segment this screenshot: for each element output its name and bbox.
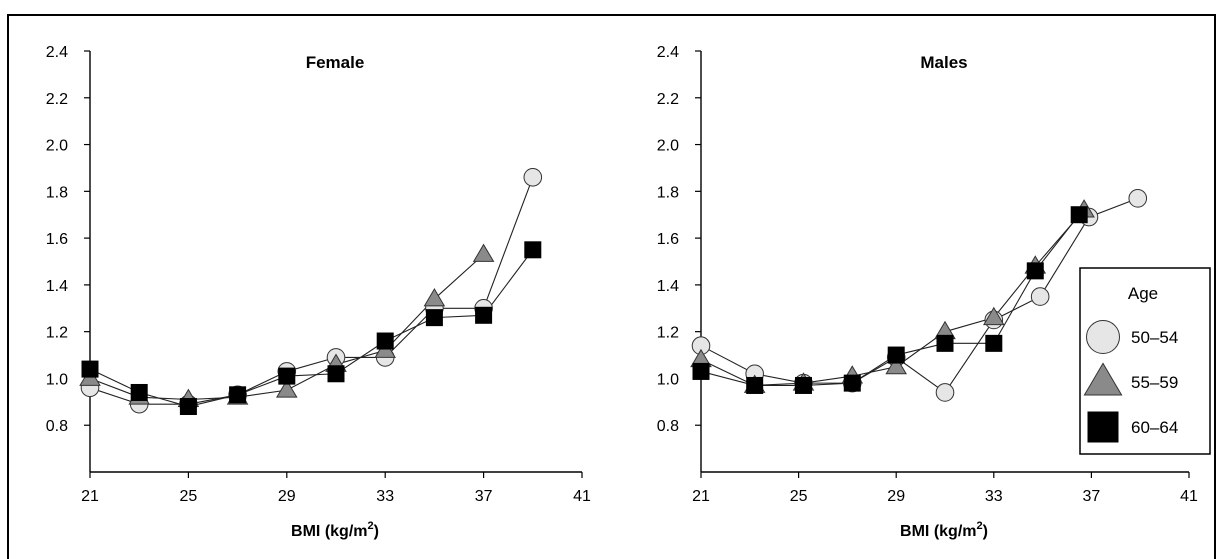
y-tick-label: 1.4 bbox=[46, 278, 68, 295]
data-point-square bbox=[229, 386, 247, 404]
x-axis-label: BMI (kg/m2) bbox=[900, 520, 988, 540]
x-tick-label: 33 bbox=[376, 488, 394, 505]
data-point-square bbox=[376, 332, 394, 350]
data-point-square bbox=[475, 306, 493, 324]
legend-items: 50–54 55–59 60–64 bbox=[1083, 320, 1178, 443]
x-tick-label: 41 bbox=[573, 488, 591, 505]
data-point-square bbox=[425, 309, 443, 327]
y-tick-label: 0.8 bbox=[46, 418, 68, 435]
males-chart: 0.8 1.0 1.2 1.4 1.6 1.8 2.0 2.2 2.4 21 25 29 33 37 41 M… bbox=[657, 44, 1198, 540]
legend-marker-square bbox=[1087, 411, 1119, 443]
y-tick-label: 1.8 bbox=[46, 184, 68, 201]
data-point-triangle bbox=[472, 243, 495, 262]
x-tick-label: 29 bbox=[887, 488, 905, 505]
x-tick-label: 25 bbox=[180, 488, 198, 505]
data-point-triangle bbox=[983, 306, 1005, 326]
data-point-square bbox=[1026, 262, 1044, 280]
series-line-square bbox=[89, 249, 534, 408]
series-line-circle bbox=[700, 197, 1138, 394]
data-point-square bbox=[179, 398, 197, 416]
x-tick-label: 37 bbox=[475, 488, 493, 505]
data-point-square bbox=[936, 334, 954, 352]
legend-title: Age bbox=[1128, 284, 1158, 303]
y-tick-label: 1.0 bbox=[657, 371, 679, 388]
x-tick-label: 29 bbox=[278, 488, 296, 505]
y-tick-label: 2.4 bbox=[657, 44, 679, 61]
legend-marker-circle bbox=[1086, 320, 1120, 354]
figure-frame bbox=[7, 14, 1216, 559]
data-point-triangle bbox=[423, 288, 446, 307]
data-point-square bbox=[327, 365, 345, 383]
y-tick-label: 1.6 bbox=[46, 231, 68, 248]
x-tick-label: 37 bbox=[1083, 488, 1101, 505]
data-point-square bbox=[843, 374, 861, 392]
data-point-square bbox=[794, 376, 812, 394]
x-tick-label: 41 bbox=[1180, 488, 1198, 505]
legend-label: 60–64 bbox=[1131, 418, 1178, 437]
data-point-triangle bbox=[276, 379, 298, 398]
data-point-circle bbox=[935, 383, 955, 402]
y-tick-label: 2.0 bbox=[657, 138, 679, 155]
chart-title: Males bbox=[920, 53, 967, 72]
data-point-circle bbox=[1128, 189, 1148, 208]
y-tick-label: 2.0 bbox=[46, 138, 68, 155]
y-tick-label: 0.8 bbox=[657, 418, 679, 435]
x-tick-label: 33 bbox=[985, 488, 1003, 505]
x-tick-label: 21 bbox=[692, 488, 710, 505]
legend-label: 55–59 bbox=[1131, 373, 1178, 392]
data-point-square bbox=[81, 360, 99, 378]
y-tick-label: 1.8 bbox=[657, 184, 679, 201]
data-point-square bbox=[278, 367, 296, 385]
y-tick-label: 1.2 bbox=[657, 325, 679, 342]
y-tick-label: 1.0 bbox=[46, 371, 68, 388]
data-point-triangle bbox=[885, 355, 907, 375]
data-point-circle bbox=[1030, 287, 1050, 306]
y-tick-label: 1.6 bbox=[657, 231, 679, 248]
age-legend: Age 50–54 55–59 60–64 bbox=[1079, 267, 1211, 455]
x-axis-label: BMI (kg/m2) bbox=[291, 520, 379, 540]
data-point-square bbox=[692, 362, 710, 380]
series-line-circle bbox=[89, 177, 534, 405]
y-tick-label: 2.2 bbox=[46, 91, 68, 108]
legend-marker-triangle bbox=[1083, 362, 1123, 396]
data-point-square bbox=[985, 334, 1003, 352]
y-tick-label: 2.2 bbox=[657, 91, 679, 108]
data-point-square bbox=[130, 383, 148, 401]
x-tick-label: 21 bbox=[81, 488, 99, 505]
data-point-square bbox=[1070, 206, 1088, 224]
chart-title: Female bbox=[306, 53, 365, 72]
y-tick-label: 2.4 bbox=[46, 44, 68, 61]
data-point-circle bbox=[523, 168, 543, 187]
legend-label: 50–54 bbox=[1131, 328, 1178, 347]
data-point-square bbox=[524, 241, 542, 259]
female-chart: 0.8 1.0 1.2 1.4 1.6 1.8 2.0 2.2 2.4 21 25 29 33 37 41 F… bbox=[46, 44, 591, 540]
y-tick-label: 1.4 bbox=[657, 278, 679, 295]
x-tick-label: 25 bbox=[790, 488, 808, 505]
y-tick-label: 1.2 bbox=[46, 325, 68, 342]
data-point-square bbox=[887, 346, 905, 364]
data-point-square bbox=[746, 376, 764, 394]
